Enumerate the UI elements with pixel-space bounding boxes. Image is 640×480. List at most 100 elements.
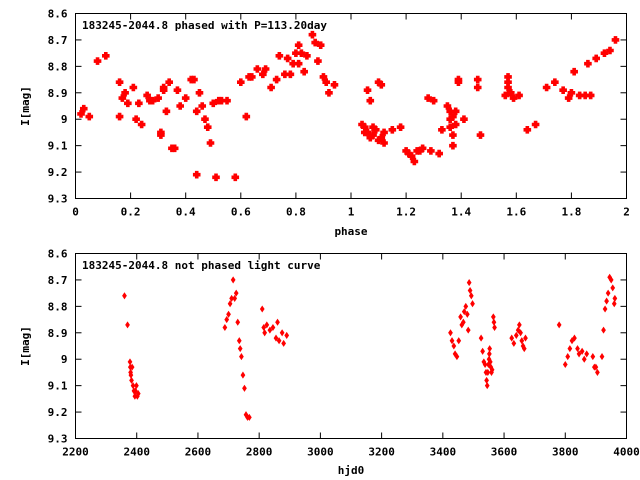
unphased-y-tick-label: 8.6 bbox=[48, 248, 68, 261]
phased-plot-frame bbox=[75, 13, 627, 199]
unphased-data-point bbox=[125, 321, 130, 329]
unphased-data-point bbox=[484, 382, 490, 390]
phased-data-point bbox=[531, 120, 540, 129]
unphased-data-point bbox=[595, 368, 600, 376]
phased-data-point bbox=[449, 131, 457, 139]
phased-x-axis-label: phase bbox=[334, 225, 367, 238]
phased-y-tick-label: 9 bbox=[61, 113, 68, 126]
unphased-data-point bbox=[270, 323, 276, 332]
phased-data-point bbox=[115, 112, 124, 121]
phased-data-point bbox=[322, 78, 331, 87]
phased-data-point bbox=[380, 139, 388, 147]
phased-data-point bbox=[162, 107, 171, 116]
unphased-x-tick-label: 3200 bbox=[368, 446, 395, 459]
unphased-data-point bbox=[565, 353, 571, 361]
unphased-y-tick-label: 8.9 bbox=[48, 327, 68, 340]
phased-x-tick-label: 1.8 bbox=[561, 206, 581, 219]
phased-data-point bbox=[148, 96, 157, 105]
unphased-y-tick-labels: 8.6 8.7 8.8 8.9 9 9.1 9.2 9.3 bbox=[48, 248, 68, 446]
unphased-data-point bbox=[247, 413, 252, 421]
unphased-data-point bbox=[449, 337, 455, 345]
unphased-data-point bbox=[122, 292, 127, 300]
unphased-data-point bbox=[612, 294, 618, 302]
unphased-x-tick-label: 3800 bbox=[552, 446, 579, 459]
phased-data-point bbox=[446, 123, 454, 131]
unphased-data-point bbox=[130, 382, 136, 390]
unphased-data-point bbox=[466, 279, 472, 287]
phased-data-point bbox=[115, 78, 124, 87]
unphased-data-point bbox=[605, 289, 611, 297]
unphased-data-point bbox=[229, 294, 234, 302]
phased-data-point bbox=[209, 99, 218, 108]
phased-data-point bbox=[248, 73, 256, 81]
unphased-data-point bbox=[264, 321, 270, 329]
phased-data-point bbox=[259, 70, 267, 79]
unphased-y-tick-label: 9.2 bbox=[48, 406, 68, 419]
phased-chart-title: 183245-2044.8 phased with P=113.20day bbox=[82, 19, 327, 32]
unphased-data-point bbox=[240, 371, 246, 379]
unphased-data-point bbox=[518, 329, 523, 337]
phased-data-point bbox=[286, 70, 295, 79]
unphased-data-point bbox=[267, 326, 273, 334]
unphased-y-tick-label: 9 bbox=[61, 353, 68, 366]
phased-x-tick-label: 0.8 bbox=[286, 206, 306, 219]
phased-data-point bbox=[198, 102, 207, 110]
phased-axis-ticks bbox=[75, 13, 627, 199]
unphased-data-point bbox=[262, 329, 268, 337]
phased-data-point bbox=[473, 83, 482, 92]
unphased-data-point bbox=[259, 305, 265, 313]
unphased-data-point bbox=[601, 326, 606, 334]
phased-data-point bbox=[454, 75, 463, 84]
phased-data-points bbox=[77, 30, 620, 182]
unphased-data-point bbox=[464, 310, 470, 318]
phased-x-tick-label: 1.2 bbox=[396, 206, 416, 219]
phased-data-point bbox=[451, 120, 460, 129]
phased-data-point bbox=[371, 125, 380, 134]
phased-data-point bbox=[129, 83, 138, 92]
unphased-data-point bbox=[236, 337, 242, 345]
phased-data-point bbox=[476, 131, 485, 139]
phased-data-point bbox=[242, 112, 251, 121]
phased-data-point bbox=[523, 125, 532, 134]
phased-x-tick-label: 2 bbox=[623, 206, 630, 219]
unphased-data-point bbox=[273, 334, 279, 342]
unphased-data-point bbox=[576, 350, 582, 358]
phased-data-point bbox=[460, 115, 468, 124]
phased-data-point bbox=[418, 144, 427, 153]
unphased-x-tick-labels: 2200 2400 2600 2800 3000 3200 3400 3600 3800 4000 bbox=[62, 446, 640, 459]
phased-data-point bbox=[137, 120, 146, 129]
unphased-data-point bbox=[235, 318, 241, 326]
unphased-data-point bbox=[276, 337, 282, 345]
unphased-data-point bbox=[134, 382, 139, 390]
unphased-data-point bbox=[482, 360, 488, 369]
unphased-data-point bbox=[511, 339, 517, 347]
unphased-data-point bbox=[490, 313, 496, 321]
phased-data-point bbox=[201, 115, 209, 124]
phased-y-tick-label: 9.2 bbox=[48, 166, 68, 179]
unphased-data-point bbox=[458, 313, 463, 321]
unphased-data-point bbox=[593, 363, 599, 371]
phased-data-point bbox=[192, 170, 201, 179]
unphased-data-point bbox=[237, 345, 243, 353]
unphased-data-point bbox=[454, 353, 460, 361]
phased-y-tick-label: 9.1 bbox=[48, 140, 68, 153]
phased-data-point bbox=[410, 157, 419, 166]
unphased-data-point bbox=[460, 318, 466, 326]
phased-x-tick-label: 0.2 bbox=[121, 206, 141, 219]
unphased-x-tick-label: 3400 bbox=[430, 446, 457, 459]
unphased-data-point bbox=[513, 331, 519, 339]
phased-data-point bbox=[416, 147, 424, 155]
phased-data-point bbox=[170, 144, 179, 153]
unphased-data-point bbox=[519, 337, 525, 345]
unphased-data-point bbox=[485, 368, 491, 376]
phased-data-point bbox=[429, 96, 438, 105]
unphased-data-point bbox=[480, 347, 485, 355]
phased-data-point bbox=[388, 125, 397, 134]
unphased-plot-frame bbox=[75, 253, 627, 439]
unphased-data-point bbox=[284, 331, 290, 339]
phased-data-point bbox=[363, 86, 372, 94]
phased-data-point bbox=[303, 51, 311, 60]
phased-data-point bbox=[206, 139, 215, 147]
phased-data-point bbox=[330, 81, 339, 89]
unphased-data-point bbox=[610, 284, 616, 292]
